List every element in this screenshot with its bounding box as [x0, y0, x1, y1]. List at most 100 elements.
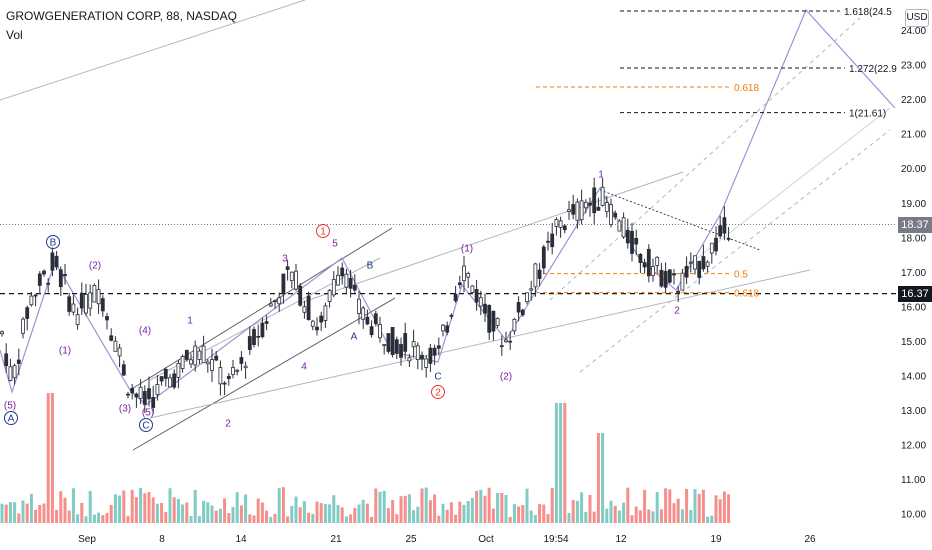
reference-price-tag: 16.37 [898, 285, 932, 302]
volume-bar [693, 489, 697, 523]
wave-label-circle [431, 385, 445, 399]
candle-body [449, 314, 454, 317]
volume-bar [672, 503, 676, 523]
volume-bar [433, 494, 437, 523]
candle-body [394, 339, 399, 354]
volume-bar [21, 500, 25, 523]
y-tick-label: 10.00 [901, 510, 926, 521]
volume-bar [706, 516, 710, 523]
x-tick-label: Oct [478, 534, 494, 545]
candle-body [718, 225, 723, 237]
candle-body [609, 204, 613, 225]
candle-body [537, 269, 542, 279]
volume-bar [151, 497, 155, 523]
time-axis: Sep 8 14 21 25 Oct 19:54 12 19 26 [78, 534, 816, 545]
x-tick-label: 14 [235, 534, 247, 545]
trendline [579, 129, 891, 373]
candle-body [436, 345, 441, 349]
candle-body [516, 302, 521, 313]
candle-body [239, 357, 244, 364]
volume-bar [617, 510, 621, 523]
candle-body [336, 274, 340, 286]
volume-bar [575, 500, 579, 523]
candle-body [357, 298, 361, 314]
volume-bar [659, 509, 663, 523]
volume-bar [512, 504, 516, 523]
volume-bar [160, 502, 164, 523]
candle-body [113, 340, 118, 352]
wave-label: 2 [435, 388, 441, 399]
volume-bar [101, 515, 105, 523]
volume-bar [496, 493, 500, 523]
volume-bar [441, 503, 445, 523]
candle-body [592, 187, 597, 214]
price-axis: 10.00 11.00 12.00 13.00 14.00 15.00 16.00 17.00… [901, 26, 926, 521]
candle-body [726, 237, 731, 240]
candle-body [533, 263, 538, 288]
candle-body [130, 388, 135, 394]
wave-label: (1) [461, 244, 473, 255]
volume-bar [17, 513, 21, 523]
candle-body [327, 289, 332, 302]
last-price-tag: 18.37 [898, 216, 932, 233]
volume-bar [403, 495, 407, 523]
candle-body [168, 377, 172, 388]
volume-bar [563, 403, 567, 523]
candle-body [709, 242, 714, 254]
candle-body [491, 310, 496, 332]
x-tick-label: 19:54 [543, 534, 568, 545]
volume-bar [668, 489, 672, 523]
volume-bar [113, 494, 117, 523]
volume-bar [701, 489, 705, 523]
candle-body [642, 262, 647, 268]
volume-bar [361, 499, 365, 523]
candle-body [646, 248, 651, 277]
volume-bar [491, 508, 495, 523]
candle-body [189, 359, 193, 365]
candle-body [579, 200, 584, 221]
currency-badge[interactable]: USD [905, 9, 929, 27]
volume-bar [613, 505, 617, 523]
volume-bar [139, 487, 143, 523]
candle-body [205, 361, 210, 365]
wave-label: 1 [598, 170, 604, 181]
candle-body [621, 217, 626, 238]
volume-bar [269, 516, 273, 523]
candle-body [243, 365, 248, 369]
candle-body [667, 269, 672, 283]
trendline [549, 17, 861, 301]
volume-bar [365, 503, 369, 523]
volume-bar [370, 516, 374, 523]
x-tick-label: 19 [710, 534, 722, 545]
candle-body [663, 271, 668, 288]
candle-body [684, 266, 689, 278]
candle-body [470, 285, 475, 293]
wave-label: (2) [500, 372, 512, 383]
candle-body [147, 388, 151, 400]
trendline [132, 297, 396, 451]
candle-body [428, 347, 433, 364]
volume-bar [126, 516, 130, 523]
candle-body [499, 345, 504, 348]
candle-body [310, 320, 315, 327]
candle-body [453, 293, 458, 302]
volume-bar [164, 511, 168, 523]
candle-body [688, 261, 693, 264]
candle-body [546, 240, 550, 243]
candle-body [361, 307, 366, 320]
y-tick-label: 18.00 [901, 233, 926, 244]
candle-body [201, 345, 206, 364]
candle-body [567, 209, 571, 212]
candle-body [134, 393, 139, 398]
candle-body [474, 289, 479, 303]
volume-bar [63, 497, 67, 523]
candle-body [172, 373, 177, 388]
volume-bar [130, 489, 134, 523]
volume-bar [651, 511, 655, 523]
volume-bar [638, 510, 642, 523]
price-candles [0, 177, 731, 415]
candle-body [411, 341, 416, 348]
volume-bar [588, 494, 592, 523]
wave-label: C [142, 421, 149, 432]
